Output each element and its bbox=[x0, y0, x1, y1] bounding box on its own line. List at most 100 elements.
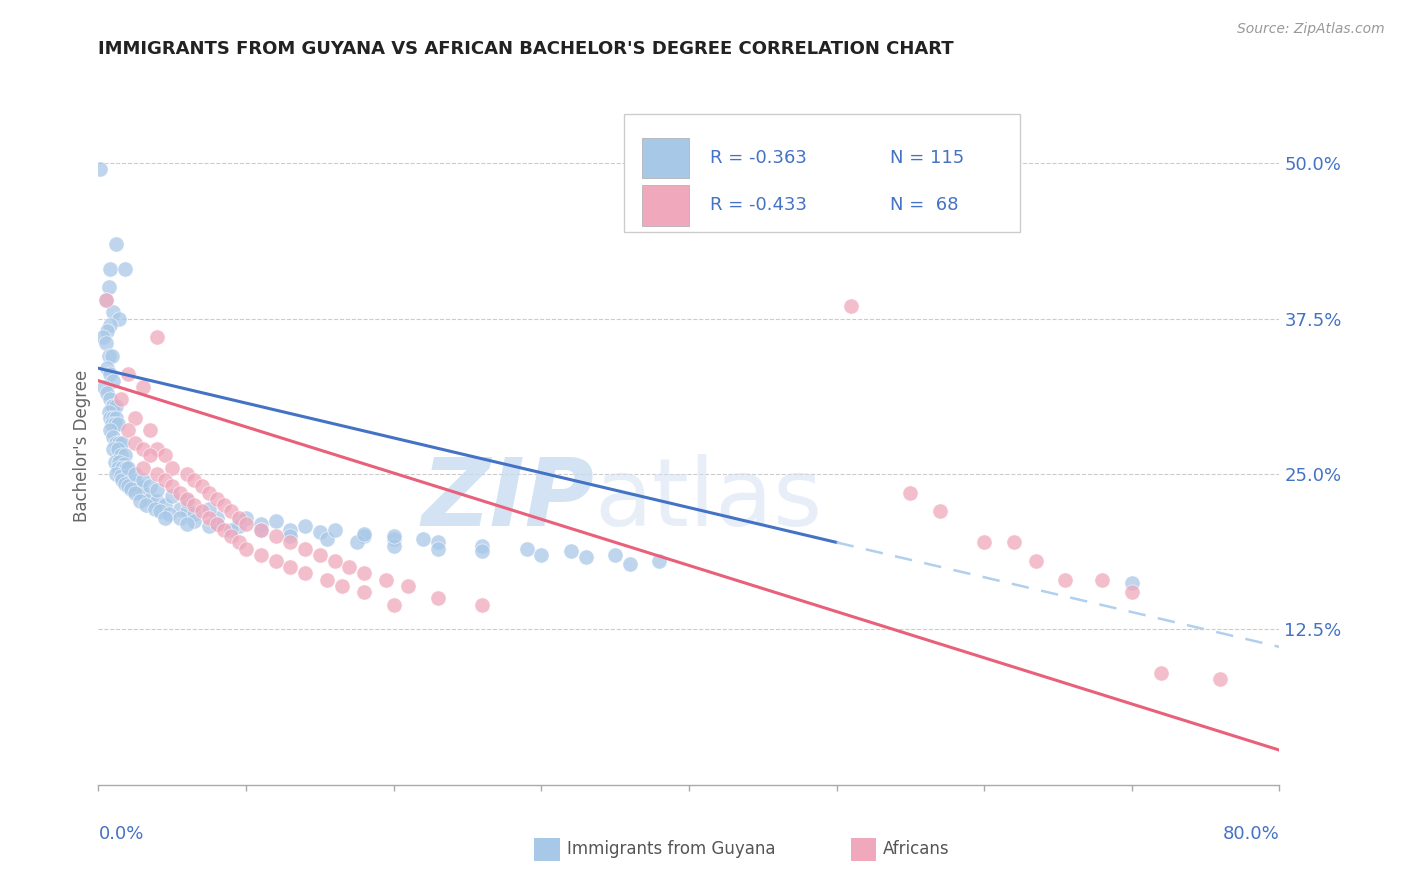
Point bbox=[117, 479, 139, 493]
Point bbox=[205, 510, 228, 524]
Point bbox=[375, 573, 398, 587]
Point bbox=[353, 585, 375, 599]
Point bbox=[139, 448, 162, 462]
Point bbox=[98, 368, 121, 382]
Point bbox=[427, 541, 450, 556]
Point bbox=[228, 519, 250, 533]
Point bbox=[294, 566, 316, 581]
Point bbox=[157, 507, 180, 521]
Point bbox=[219, 504, 242, 518]
Point bbox=[100, 399, 122, 413]
Point bbox=[176, 467, 198, 481]
Point bbox=[1209, 672, 1232, 686]
Point bbox=[94, 293, 117, 307]
Point bbox=[353, 529, 375, 543]
Bar bbox=[641, 137, 689, 178]
Point bbox=[114, 261, 136, 276]
Text: R = -0.363: R = -0.363 bbox=[710, 149, 807, 167]
Point bbox=[162, 460, 183, 475]
Point bbox=[294, 519, 316, 533]
Point bbox=[427, 591, 450, 606]
Point bbox=[124, 485, 146, 500]
Point bbox=[330, 579, 353, 593]
Point bbox=[143, 501, 166, 516]
Point bbox=[105, 236, 128, 251]
Point bbox=[124, 477, 146, 491]
Point bbox=[112, 457, 135, 471]
Point bbox=[146, 330, 169, 344]
Point bbox=[973, 535, 995, 549]
Point bbox=[250, 548, 273, 562]
Point bbox=[1121, 576, 1143, 591]
Point bbox=[1091, 573, 1114, 587]
Text: 80.0%: 80.0% bbox=[1223, 825, 1279, 843]
Point bbox=[515, 541, 537, 556]
Point bbox=[103, 442, 125, 456]
Point bbox=[250, 523, 273, 537]
Point bbox=[198, 510, 221, 524]
Point bbox=[264, 514, 287, 528]
Point bbox=[183, 473, 205, 487]
Point bbox=[346, 535, 368, 549]
Point bbox=[111, 473, 134, 487]
Text: 0.0%: 0.0% bbox=[98, 825, 143, 843]
Text: Immigrants from Guyana: Immigrants from Guyana bbox=[567, 840, 775, 858]
Point bbox=[117, 460, 139, 475]
Point bbox=[176, 491, 198, 506]
Point bbox=[205, 516, 228, 531]
Point bbox=[94, 293, 117, 307]
Point bbox=[146, 483, 169, 498]
Point bbox=[841, 299, 863, 313]
Point bbox=[132, 460, 155, 475]
Point bbox=[108, 436, 131, 450]
Point bbox=[228, 535, 250, 549]
Point bbox=[132, 473, 155, 487]
Point bbox=[396, 579, 419, 593]
Point bbox=[120, 482, 142, 496]
Point bbox=[153, 498, 176, 512]
Point bbox=[110, 469, 132, 483]
Point bbox=[1025, 554, 1047, 568]
Point bbox=[191, 504, 214, 518]
Point bbox=[98, 318, 121, 332]
Point bbox=[382, 598, 405, 612]
Point bbox=[135, 498, 157, 512]
Point bbox=[169, 510, 191, 524]
Point bbox=[169, 485, 191, 500]
Point bbox=[111, 460, 134, 475]
Point bbox=[198, 501, 221, 516]
Point bbox=[605, 548, 627, 562]
Point bbox=[219, 523, 242, 537]
Point bbox=[97, 405, 120, 419]
Point bbox=[97, 349, 120, 363]
Point bbox=[264, 529, 287, 543]
Point bbox=[132, 485, 155, 500]
Point bbox=[105, 411, 128, 425]
Point bbox=[235, 510, 257, 524]
Point bbox=[153, 473, 176, 487]
Point bbox=[323, 554, 346, 568]
Point bbox=[212, 498, 235, 512]
Point bbox=[162, 479, 183, 493]
Point bbox=[124, 436, 146, 450]
Point bbox=[146, 442, 169, 456]
Point bbox=[111, 436, 134, 450]
Point bbox=[648, 554, 671, 568]
Point bbox=[278, 523, 302, 537]
Point bbox=[97, 280, 120, 294]
Point bbox=[103, 430, 125, 444]
Point bbox=[114, 477, 136, 491]
Point bbox=[107, 460, 129, 475]
Point bbox=[309, 548, 332, 562]
Point bbox=[162, 489, 183, 503]
Point bbox=[309, 525, 332, 540]
Point bbox=[107, 417, 129, 432]
Point bbox=[89, 162, 111, 177]
Point bbox=[235, 541, 257, 556]
Point bbox=[114, 448, 136, 462]
Point bbox=[153, 448, 176, 462]
Point bbox=[1054, 573, 1077, 587]
Point bbox=[250, 523, 273, 537]
Point bbox=[105, 436, 128, 450]
Point bbox=[110, 448, 132, 462]
